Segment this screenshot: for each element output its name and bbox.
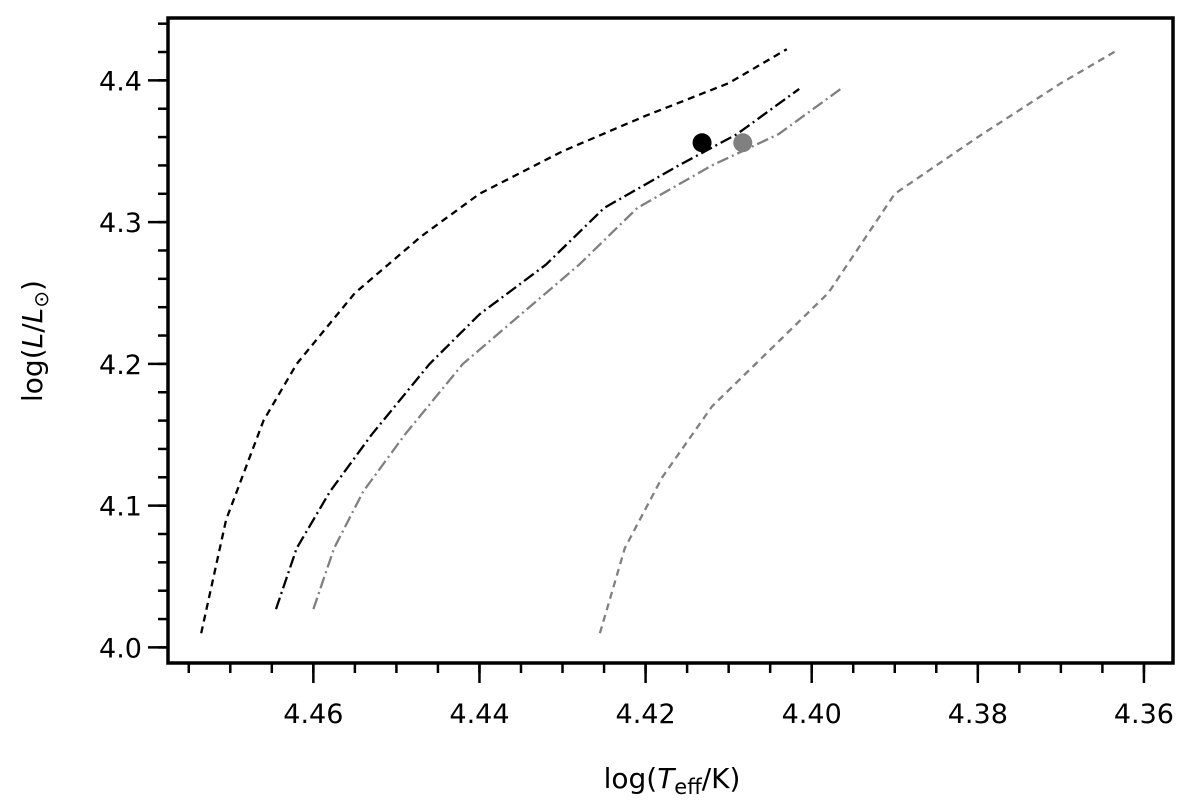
marker-point-1: [692, 133, 712, 153]
ticks-layer: [148, 22, 1146, 683]
y-tick-label: 4.0: [99, 633, 142, 664]
x-tick-label: 4.38: [948, 699, 1008, 730]
series-line-1: [200, 48, 788, 634]
x-label-suffix: /K): [702, 762, 741, 795]
y-label-suffix: ): [16, 280, 49, 291]
x-tick-label: 4.42: [616, 699, 676, 730]
y-label-slash: /: [16, 323, 49, 333]
y-tick-label: 4.4: [99, 66, 142, 97]
y-tick-label: 4.2: [99, 350, 142, 381]
x-label-sub: eff: [674, 775, 702, 799]
x-axis-label: log(Teff/K): [604, 762, 741, 799]
x-tick-label: 4.46: [283, 699, 343, 730]
x-tick-label: 4.44: [449, 699, 509, 730]
x-label-var: T: [657, 762, 676, 795]
series-line-4: [598, 48, 1120, 634]
y-label-var-b: L: [16, 308, 49, 324]
y-label-var-a: L: [16, 333, 49, 349]
y-tick-label: 4.3: [99, 208, 142, 239]
tick-labels-layer: 4.46 4.44 4.42 4.40 4.38 4.36 4.0 4.1 4.2 4.3 4.4: [99, 66, 1174, 730]
marker-point-2: [733, 133, 753, 153]
series-line-2: [274, 87, 800, 610]
y-label-prefix: log(: [16, 348, 49, 402]
y-axis-label: log(L/L⊙): [16, 280, 53, 402]
markers-layer: [692, 133, 753, 153]
y-tick-label: 4.1: [99, 492, 142, 523]
x-label-prefix: log(: [604, 762, 658, 795]
y-label-sub: ⊙: [29, 291, 53, 308]
x-tick-label: 4.36: [1114, 699, 1174, 730]
series-layer: [200, 48, 1120, 634]
plot-frame: [166, 16, 1175, 665]
series-line-3: [312, 87, 842, 610]
x-tick-label: 4.40: [782, 699, 842, 730]
